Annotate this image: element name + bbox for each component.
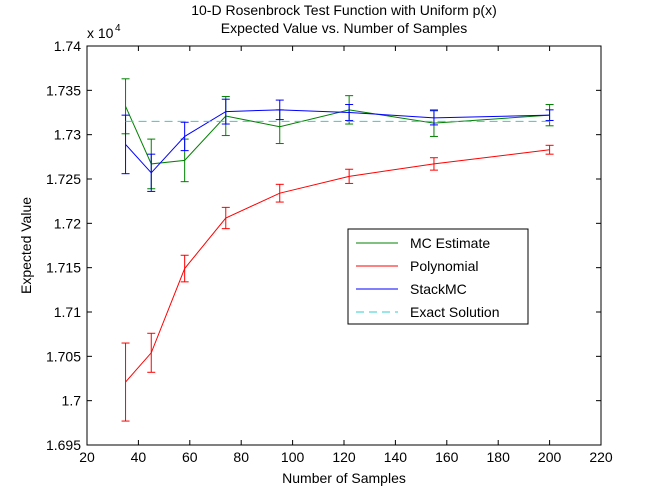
legend-item: MC Estimate <box>356 235 490 251</box>
y-axis-multiplier-exponent: 4 <box>115 23 121 34</box>
x-tick-label: 120 <box>332 449 356 465</box>
series-polynomial <box>121 144 554 422</box>
legend-label: Polynomial <box>410 258 478 274</box>
legend: MC Estimate Polynomial StackMC Exact Soluti… <box>347 228 529 325</box>
chart-title-line-2: Expected Value vs. Number of Samples <box>220 20 468 36</box>
y-tick-label: 1.72 <box>54 215 81 231</box>
axes-layer: 20 40 60 80 100 120 140 160 180 200 220 1.695 1.7 1.7… <box>18 23 613 486</box>
y-tick-label: 1.74 <box>54 38 81 54</box>
error-bar <box>545 109 554 121</box>
error-bar <box>147 332 156 373</box>
error-bar <box>180 254 189 283</box>
series-layer <box>121 78 554 422</box>
y-tick-label: 1.705 <box>46 348 81 364</box>
x-tick-label: 200 <box>538 449 562 465</box>
x-axis-label: Number of Samples <box>282 470 406 486</box>
x-tick-label: 40 <box>131 449 147 465</box>
legend-item: StackMC <box>356 281 467 297</box>
x-tick-label: 60 <box>182 449 198 465</box>
series-line <box>125 106 550 165</box>
y-axis-multiplier: x 10 <box>87 25 114 41</box>
error-bar <box>121 342 130 422</box>
legend-item: Polynomial <box>356 258 478 274</box>
y-tick-label: 1.735 <box>46 82 81 98</box>
y-tick-label: 1.695 <box>46 437 81 453</box>
error-bar <box>275 183 284 203</box>
legend-label: Exact Solution <box>410 304 500 320</box>
error-bar <box>221 98 230 125</box>
error-bar <box>545 144 554 155</box>
error-bar <box>221 206 230 230</box>
error-bar <box>429 110 438 126</box>
x-tick-label: 220 <box>589 449 613 465</box>
error-bar <box>429 157 438 171</box>
y-tick-label: 1.73 <box>54 127 81 143</box>
series-stackmc <box>121 98 554 192</box>
error-bar <box>275 99 284 121</box>
legend-item: Exact Solution <box>356 304 500 320</box>
y-tick-label: 1.7 <box>62 393 82 409</box>
series-line <box>125 149 550 383</box>
x-tick-label: 80 <box>233 449 249 465</box>
error-bar <box>180 121 189 152</box>
legend-label: MC Estimate <box>410 235 490 251</box>
legend-label: StackMC <box>410 281 467 297</box>
y-tick-label: 1.715 <box>46 260 81 276</box>
y-tick-label: 1.725 <box>46 171 81 187</box>
x-tick-label: 20 <box>79 449 95 465</box>
x-tick-label: 180 <box>487 449 511 465</box>
y-tick-label: 1.71 <box>54 304 81 320</box>
chart-title-line-1: 10-D Rosenbrock Test Function with Unifo… <box>191 2 497 18</box>
legend-box <box>347 228 529 325</box>
error-bar <box>345 104 354 121</box>
x-tick-label: 140 <box>384 449 408 465</box>
error-bar <box>147 153 156 192</box>
y-axis-label: Expected Value <box>18 197 34 294</box>
x-tick-label: 100 <box>281 449 305 465</box>
error-bar <box>121 114 130 175</box>
x-tick-label: 160 <box>435 449 459 465</box>
error-bar <box>345 168 354 184</box>
series-line <box>125 109 550 174</box>
